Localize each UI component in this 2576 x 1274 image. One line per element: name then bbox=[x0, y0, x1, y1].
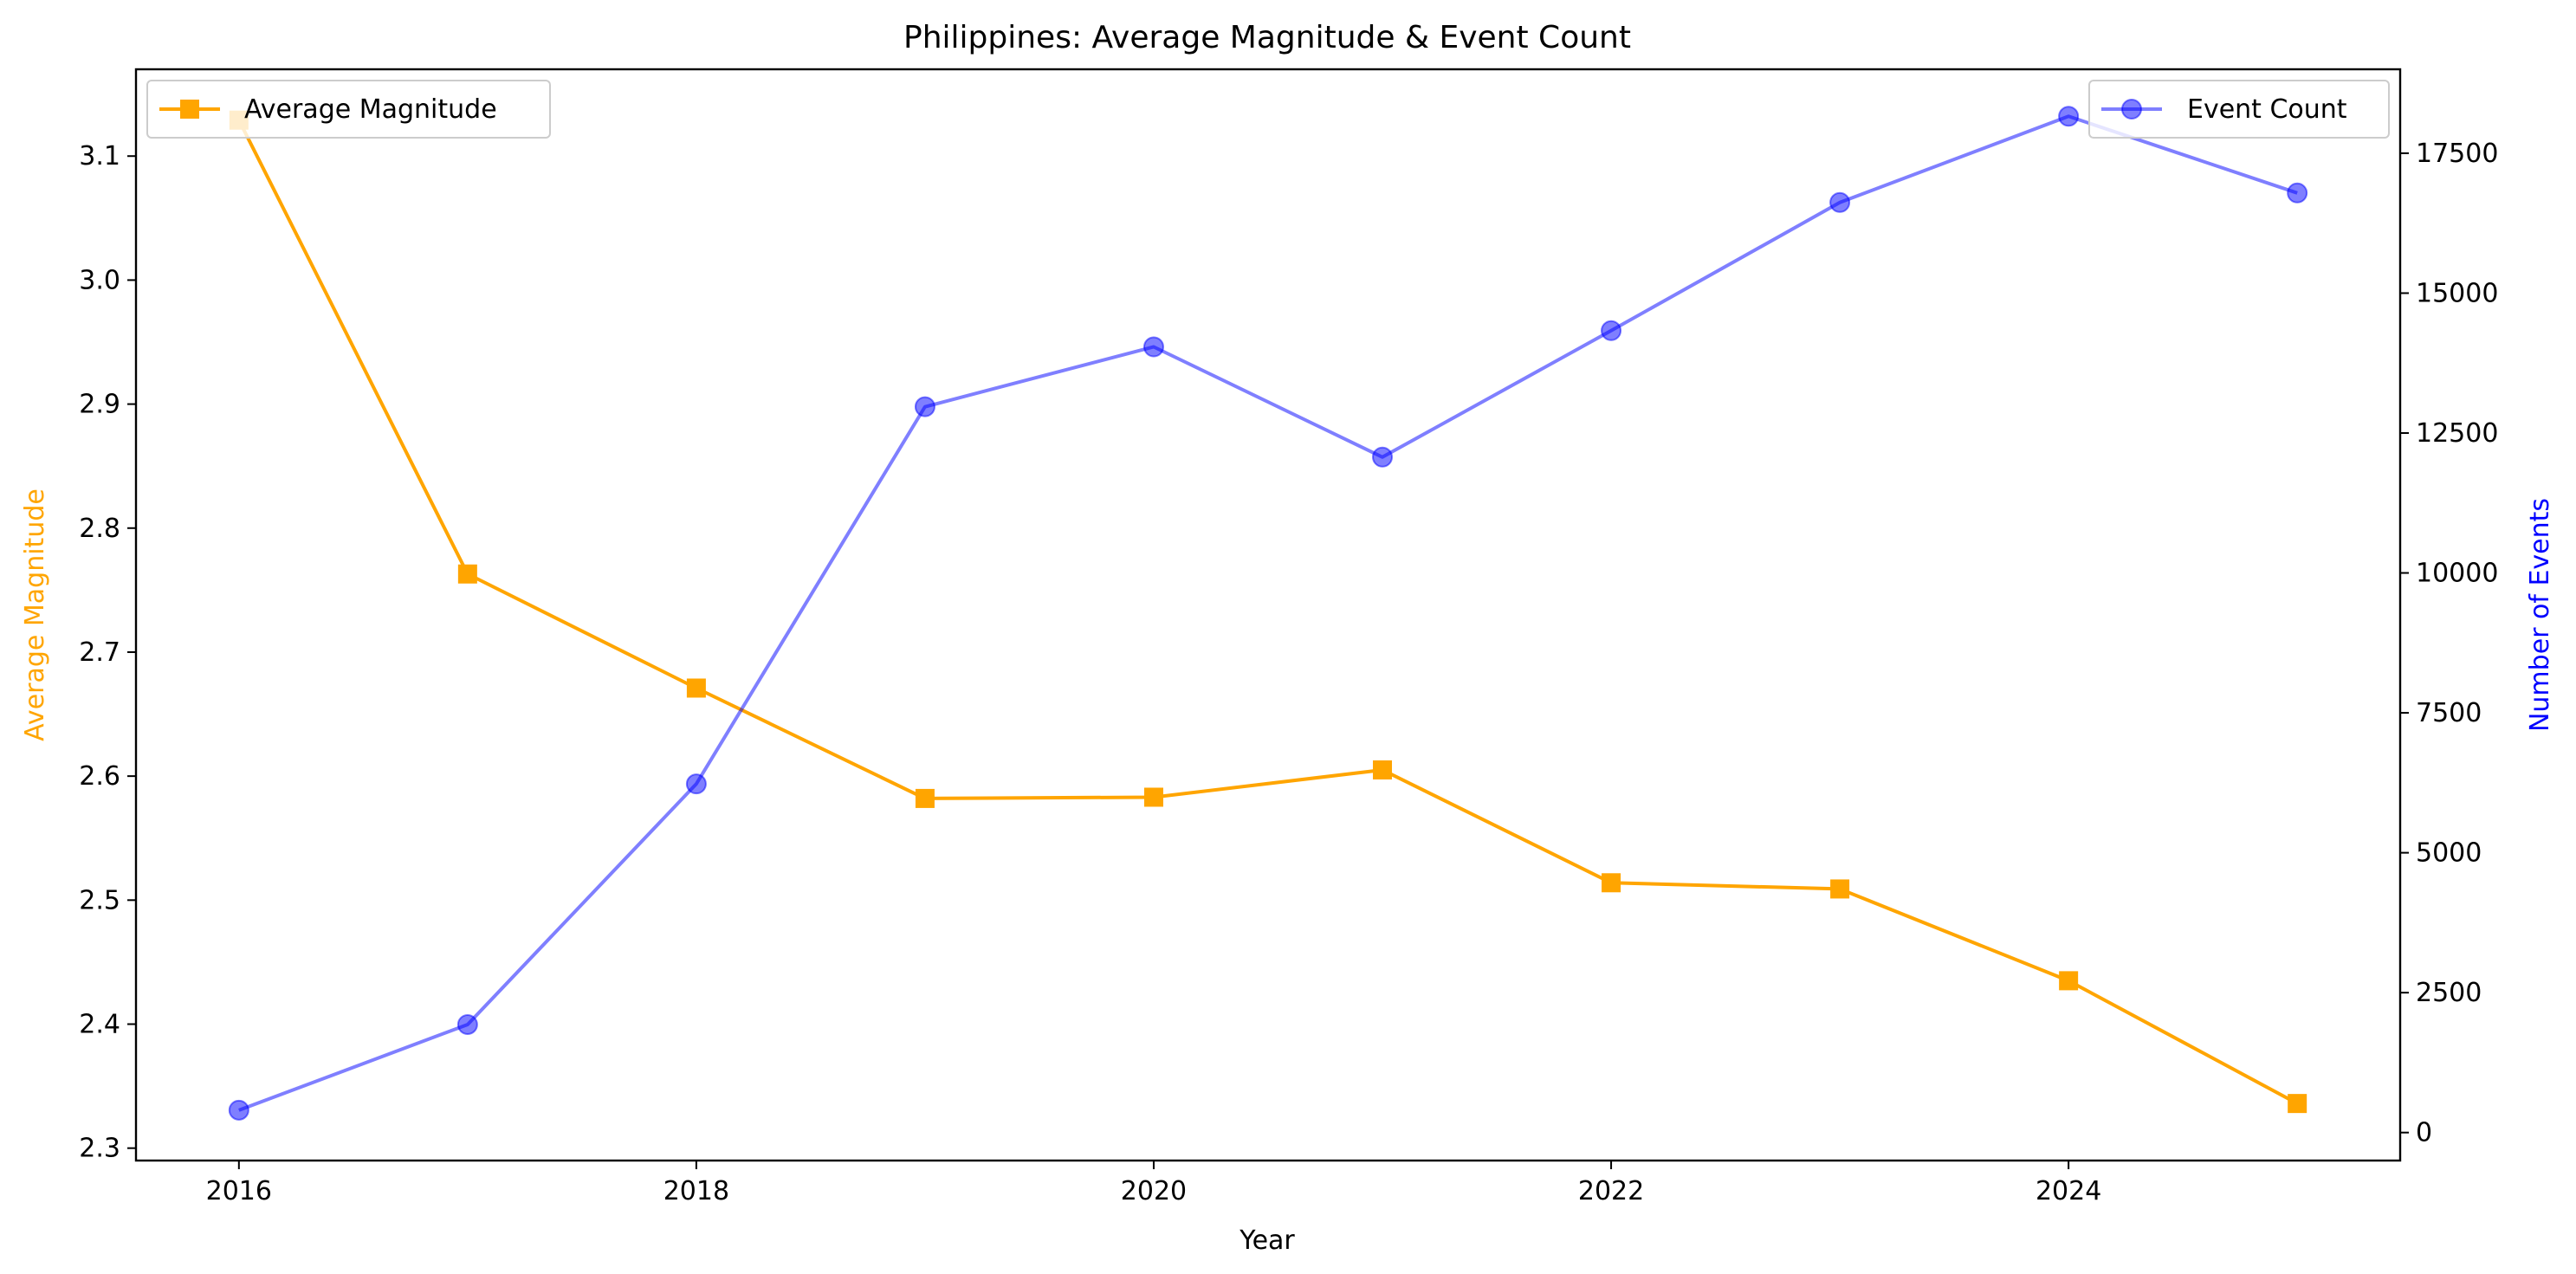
y-right-tick-label: 2500 bbox=[2416, 978, 2482, 1008]
y-left-tick-label: 2.6 bbox=[79, 761, 120, 792]
x-tick-label: 2018 bbox=[663, 1176, 729, 1206]
data-point-average-magnitude bbox=[2059, 971, 2079, 991]
data-point-event-count bbox=[2058, 106, 2080, 127]
chart-title: Philippines: Average Magnitude & Event C… bbox=[903, 20, 1631, 55]
y-right-tick-label: 10000 bbox=[2416, 559, 2498, 589]
y-right-tick-label: 7500 bbox=[2416, 698, 2482, 728]
y-left-tick-label: 2.5 bbox=[79, 885, 120, 915]
x-axis: 2016 2018 2020 2022 2024 bbox=[206, 1161, 2101, 1206]
series-line-average-magnitude bbox=[237, 119, 2299, 1105]
legend-event-count: Event Count bbox=[2088, 80, 2390, 139]
x-tick-label: 2022 bbox=[1578, 1176, 1644, 1206]
y-right-tick-label: 12500 bbox=[2416, 418, 2498, 449]
y-axis-right-title: Number of Events bbox=[2525, 498, 2555, 732]
legend-box bbox=[146, 80, 551, 139]
y-left-tick-label: 2.4 bbox=[79, 1010, 120, 1040]
data-point-average-magnitude bbox=[457, 564, 477, 584]
legend-label-event-count: Event Count bbox=[2187, 94, 2347, 125]
y-right-tick-label: 0 bbox=[2416, 1118, 2432, 1148]
data-point-average-magnitude bbox=[2288, 1094, 2307, 1114]
series-line-event-count bbox=[238, 114, 2298, 1112]
y-left-tick-label: 3.1 bbox=[79, 141, 120, 171]
x-tick-label: 2020 bbox=[1121, 1176, 1187, 1206]
y-left-tick-label: 2.9 bbox=[79, 390, 120, 420]
y-right-tick-label: 17500 bbox=[2416, 139, 2498, 169]
series-layer bbox=[228, 106, 2308, 1121]
data-point-average-magnitude bbox=[915, 788, 935, 808]
data-point-event-count bbox=[914, 396, 935, 417]
data-point-average-magnitude bbox=[1143, 787, 1163, 807]
data-point-event-count bbox=[1601, 320, 1622, 341]
y-right-tick-label: 5000 bbox=[2416, 838, 2482, 869]
data-point-event-count bbox=[228, 1099, 249, 1121]
y-left-tick-label: 2.8 bbox=[79, 514, 120, 544]
data-point-event-count bbox=[1372, 446, 1394, 468]
legend-label-average-magnitude: Average Magnitude bbox=[244, 94, 497, 125]
data-point-event-count bbox=[685, 773, 707, 795]
y-axis-left: 2.3 2.4 2.5 2.6 2.7 2.8 2.9 3.0 3.1 bbox=[79, 141, 136, 1164]
data-point-average-magnitude bbox=[1830, 879, 1850, 899]
y-right-tick-label: 15000 bbox=[2416, 278, 2498, 308]
x-axis-title: Year bbox=[1239, 1225, 1295, 1256]
data-point-average-magnitude bbox=[1602, 873, 1621, 893]
data-point-event-count bbox=[2287, 182, 2308, 204]
plot-area bbox=[134, 68, 2402, 1162]
legend-marker-square bbox=[180, 100, 199, 119]
data-point-event-count bbox=[1829, 191, 1851, 213]
y-axis-right: 0 2500 5000 7500 10000 12500 15000 17500 bbox=[2400, 139, 2498, 1148]
x-tick-label: 2016 bbox=[206, 1176, 272, 1206]
y-left-tick-label: 3.0 bbox=[79, 265, 120, 295]
y-axis-left-title: Average Magnitude bbox=[20, 488, 50, 741]
plot-border bbox=[134, 68, 2402, 1162]
x-tick-label: 2024 bbox=[2036, 1176, 2101, 1206]
legend-box bbox=[2088, 80, 2390, 139]
data-point-event-count bbox=[1142, 336, 1164, 358]
legend-average-magnitude: Average Magnitude bbox=[146, 80, 551, 139]
data-point-event-count bbox=[456, 1013, 478, 1035]
y-left-tick-label: 2.7 bbox=[79, 637, 120, 668]
data-point-average-magnitude bbox=[1373, 760, 1393, 779]
data-point-average-magnitude bbox=[686, 678, 706, 698]
legend-marker-circle bbox=[2121, 99, 2142, 120]
y-left-tick-label: 2.3 bbox=[79, 1134, 120, 1164]
